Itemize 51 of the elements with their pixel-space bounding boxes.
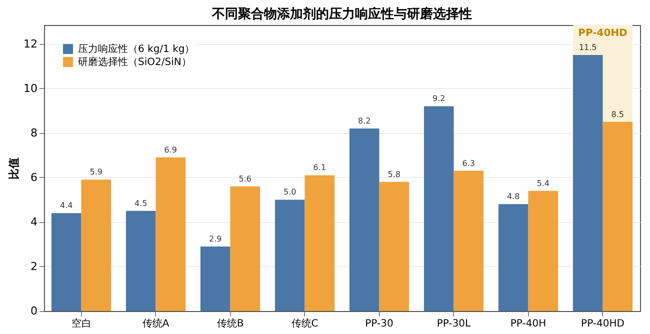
x-tick-label: 传统A (142, 318, 170, 330)
bar (200, 246, 230, 311)
data-label: 9.2 (432, 94, 446, 104)
data-label: 4.4 (60, 201, 73, 210)
bar (126, 210, 156, 311)
data-label: 5.4 (536, 178, 550, 188)
data-label: 11.5 (578, 43, 597, 52)
bar (498, 204, 528, 311)
bar (602, 122, 633, 311)
bar (528, 190, 558, 311)
data-label: 4.5 (134, 198, 148, 208)
y-tick-label: 10 (24, 82, 38, 95)
bar (274, 200, 305, 311)
y-axis-title: 比值 (8, 158, 21, 180)
bar (51, 213, 82, 311)
bar (304, 175, 335, 311)
bar (156, 157, 186, 311)
x-tick-label: PP-30L (436, 318, 472, 330)
data-label: 8.2 (358, 116, 371, 126)
bar (349, 128, 380, 311)
data-label: 5.0 (283, 188, 296, 197)
x-tick-label: 空白 (71, 318, 92, 330)
x-tick-label: PP-40H (510, 318, 546, 330)
chart-title: 不同聚合物添加剂的压力响应性与研磨选择性 (211, 6, 472, 22)
y-tick-label: 12 (24, 37, 38, 50)
bar (454, 170, 484, 311)
bar (379, 182, 410, 311)
data-label: 2.9 (208, 234, 222, 244)
data-label: 8.5 (611, 110, 624, 119)
data-label: 5.6 (238, 174, 252, 184)
data-label: 4.8 (506, 192, 520, 202)
data-label: 5.8 (388, 170, 401, 179)
x-tick-label: PP-30 (365, 318, 394, 330)
bar (424, 106, 454, 311)
y-tick-label: 0 (30, 304, 38, 318)
data-label: 5.9 (90, 168, 103, 177)
y-tick-label: 2 (30, 260, 38, 273)
band-label: PP-40HD (578, 28, 628, 39)
x-tick-label: 传统B (216, 318, 244, 330)
data-label: 6.3 (462, 158, 476, 168)
data-label: 6.9 (164, 145, 178, 154)
bar (230, 186, 260, 311)
bar (81, 180, 112, 311)
y-tick-label: 4 (30, 215, 38, 228)
x-tick-label: 传统C (291, 318, 318, 330)
legend-label: 研磨选择性（SiO2/SiN） (78, 56, 192, 68)
data-label: 6.1 (313, 163, 326, 172)
x-tick-label: PP-40HD (581, 318, 625, 330)
y-tick-label: 8 (30, 126, 38, 140)
y-tick-label: 6 (30, 170, 38, 184)
legend-label: 压力响应性（6 kg/1 kg） (78, 43, 195, 55)
